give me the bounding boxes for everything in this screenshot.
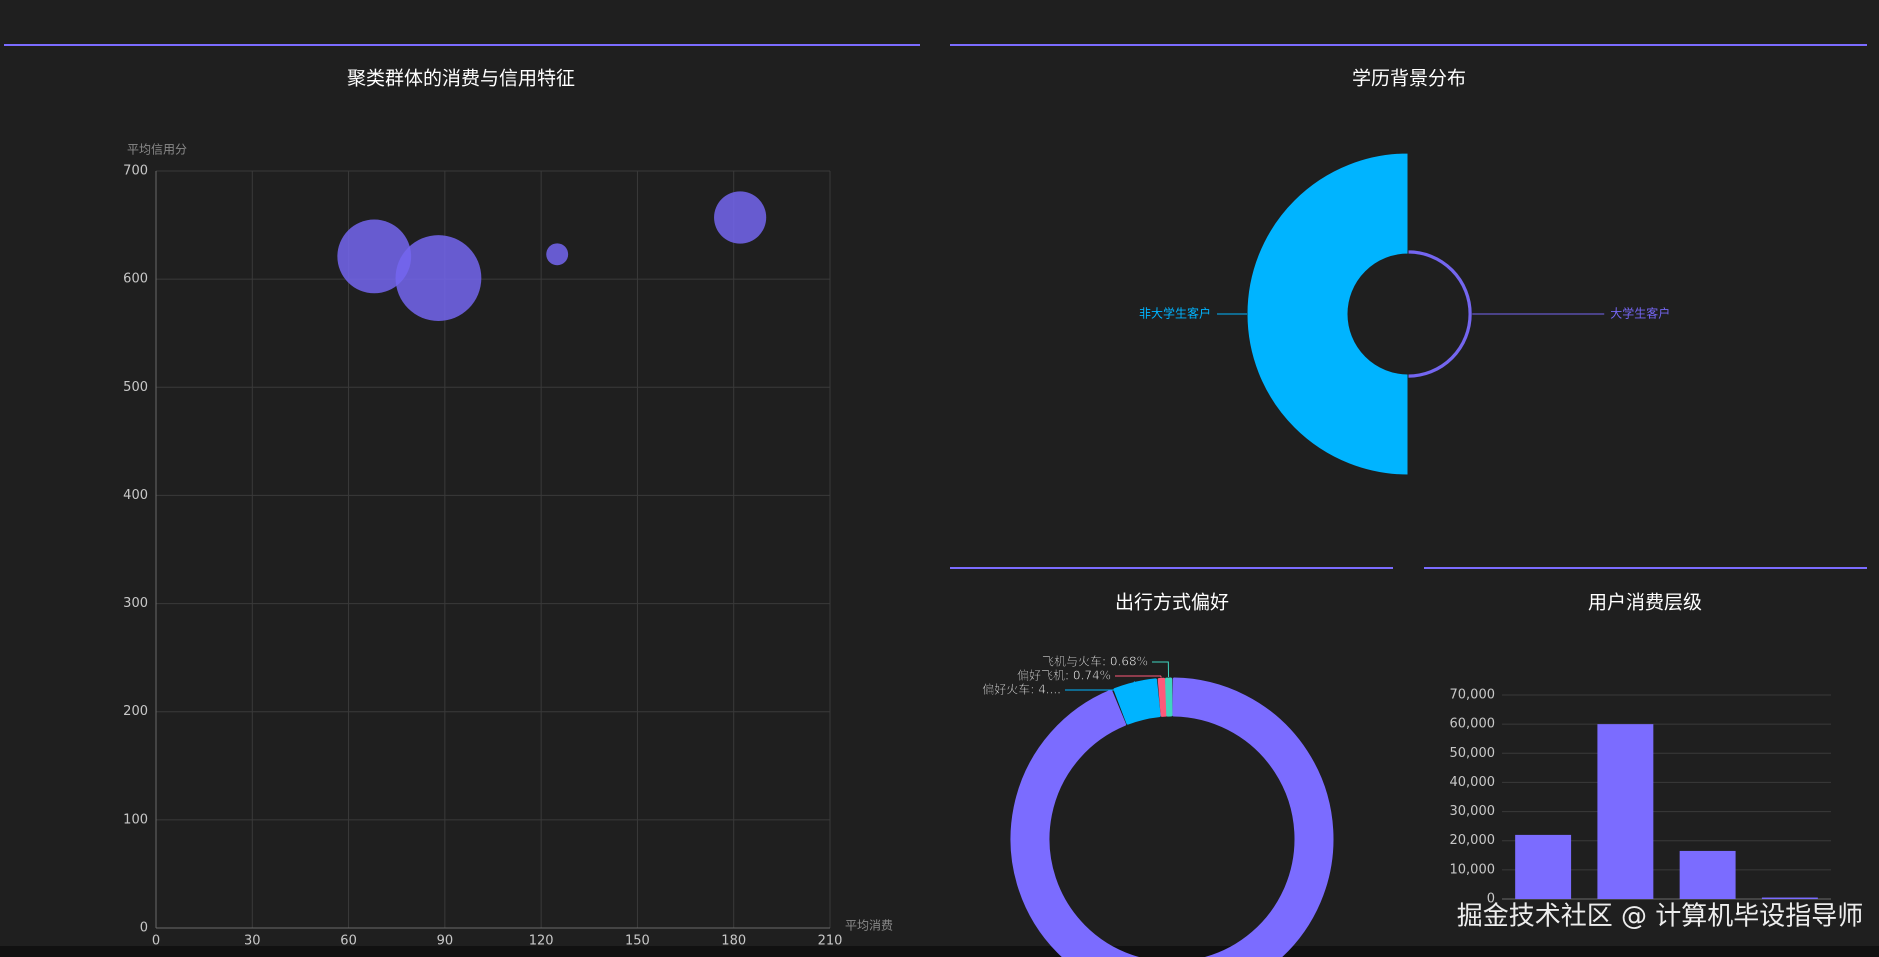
y-tick-label: 700 [123, 164, 148, 179]
bubble [337, 219, 412, 294]
x-tick-label: 120 [529, 934, 554, 949]
y-tick-label: 100 [123, 812, 148, 827]
slice-label: 飞机与火车: 0.68% [1042, 654, 1148, 669]
y-tick-label: 0 [140, 921, 148, 936]
x-tick-label: 210 [818, 934, 843, 949]
y-tick-label: 60,000 [1450, 717, 1496, 732]
bar [1679, 850, 1736, 899]
y-tick-label: 70,000 [1450, 688, 1496, 703]
bottom-bar [0, 946, 1879, 957]
chart-title: 聚类群体的消费与信用特征 [347, 68, 575, 90]
x-tick-label: 0 [152, 934, 160, 949]
chart-title: 用户消费层级 [1588, 592, 1702, 614]
slice-label: 偏好飞机: 0.74% [1017, 668, 1111, 683]
x-axis-label: 平均消费 [845, 919, 893, 933]
legend-label: 大学生客户 [1610, 306, 1670, 321]
bar [1597, 724, 1654, 899]
y-tick-label: 600 [123, 272, 148, 287]
donut-slice [1157, 677, 1168, 717]
leader-line [1065, 681, 1135, 691]
legend-label: 非大学生客户 [1139, 306, 1211, 321]
y-tick-label: 30,000 [1450, 804, 1496, 819]
y-tick-label: 50,000 [1450, 746, 1496, 761]
y-tick-label: 500 [123, 380, 148, 395]
y-tick-label: 40,000 [1450, 775, 1496, 790]
x-tick-label: 30 [244, 934, 261, 949]
y-tick-label: 20,000 [1450, 833, 1496, 848]
donut-slice [1165, 677, 1173, 717]
bubble [714, 191, 767, 244]
donut-slice [1010, 677, 1334, 957]
bar [1515, 834, 1572, 899]
leader-line [1152, 661, 1170, 678]
watermark: 掘金技术社区 @ 计算机毕设指导师 [1457, 902, 1864, 932]
rose-sector [1407, 249, 1473, 379]
x-tick-label: 150 [625, 934, 650, 949]
chart-title: 出行方式偏好 [1115, 592, 1229, 614]
chart-title: 学历背景分布 [1352, 68, 1466, 90]
slice-label: 偏好火车: 4.... [982, 682, 1061, 697]
y-tick-label: 0 [1487, 892, 1495, 907]
donut-slice [1113, 678, 1161, 725]
x-tick-label: 180 [721, 934, 746, 949]
leader-line [1115, 675, 1162, 678]
x-tick-label: 60 [340, 934, 357, 949]
y-axis-label: 平均信用分 [127, 143, 187, 157]
y-tick-label: 200 [123, 704, 148, 719]
bubble [395, 235, 482, 321]
y-tick-label: 400 [123, 488, 148, 503]
y-tick-label: 300 [123, 596, 148, 611]
rose-sector [1246, 152, 1409, 476]
x-tick-label: 90 [437, 934, 454, 949]
bar [1761, 897, 1818, 899]
bubble [546, 243, 569, 266]
y-tick-label: 10,000 [1450, 862, 1496, 877]
